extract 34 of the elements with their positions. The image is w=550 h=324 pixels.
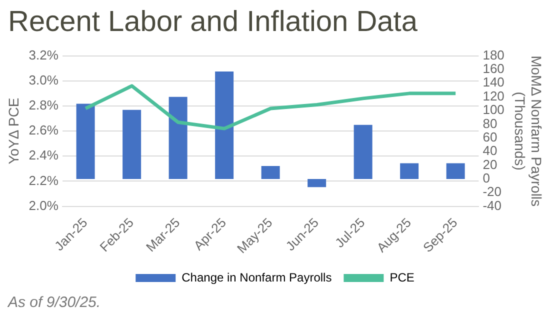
bar: [308, 178, 326, 188]
y2-tick-label: 20: [482, 156, 498, 172]
bar: [261, 166, 280, 179]
y-tick-label: 2.4%: [28, 148, 59, 163]
y-tick-label: 2.2%: [28, 172, 59, 188]
y2-tick-label: 60: [482, 129, 498, 144]
y2-tick-label: 100: [482, 102, 504, 118]
bar: [215, 72, 234, 179]
y-tick-label: 2.6%: [28, 122, 59, 138]
y2-tick-label: 140: [482, 74, 504, 90]
bar: [168, 96, 188, 179]
y-tick-label: 2.8%: [28, 98, 59, 113]
bar: [400, 163, 419, 179]
text: As of 9/30/25.: [8, 294, 102, 311]
y2-axis-title: MoMΔ Nonfarm Payrolls (Thousands): [512, 56, 545, 207]
y-axis-title: YoYΔ PCE: [5, 98, 22, 164]
y2-tick-label: 180: [482, 47, 504, 62]
bar: [446, 163, 465, 179]
y2-tick-label: 160: [482, 61, 504, 76]
y2-tick-label: -20: [482, 184, 502, 200]
y2-tick-label: 120: [482, 88, 504, 104]
y-tick-label: 3.0%: [28, 72, 59, 88]
legend-label: PCE: [390, 270, 414, 284]
bar: [354, 124, 372, 179]
y-tick-label: 2.0%: [28, 198, 59, 213]
legend-label: Change in Nonfarm Payrolls: [182, 270, 332, 284]
chart-title: Recent Labor and Inflation Data: [8, 6, 418, 40]
y-tick-label: 3.2%: [28, 47, 59, 62]
y2-tick-label: 80: [482, 116, 498, 131]
y2-tick-label: 0: [482, 170, 490, 186]
y2-tick-label: 40: [482, 143, 498, 158]
y2-tick-label: -40: [482, 198, 502, 213]
bar: [122, 110, 142, 179]
bar: [76, 104, 95, 179]
